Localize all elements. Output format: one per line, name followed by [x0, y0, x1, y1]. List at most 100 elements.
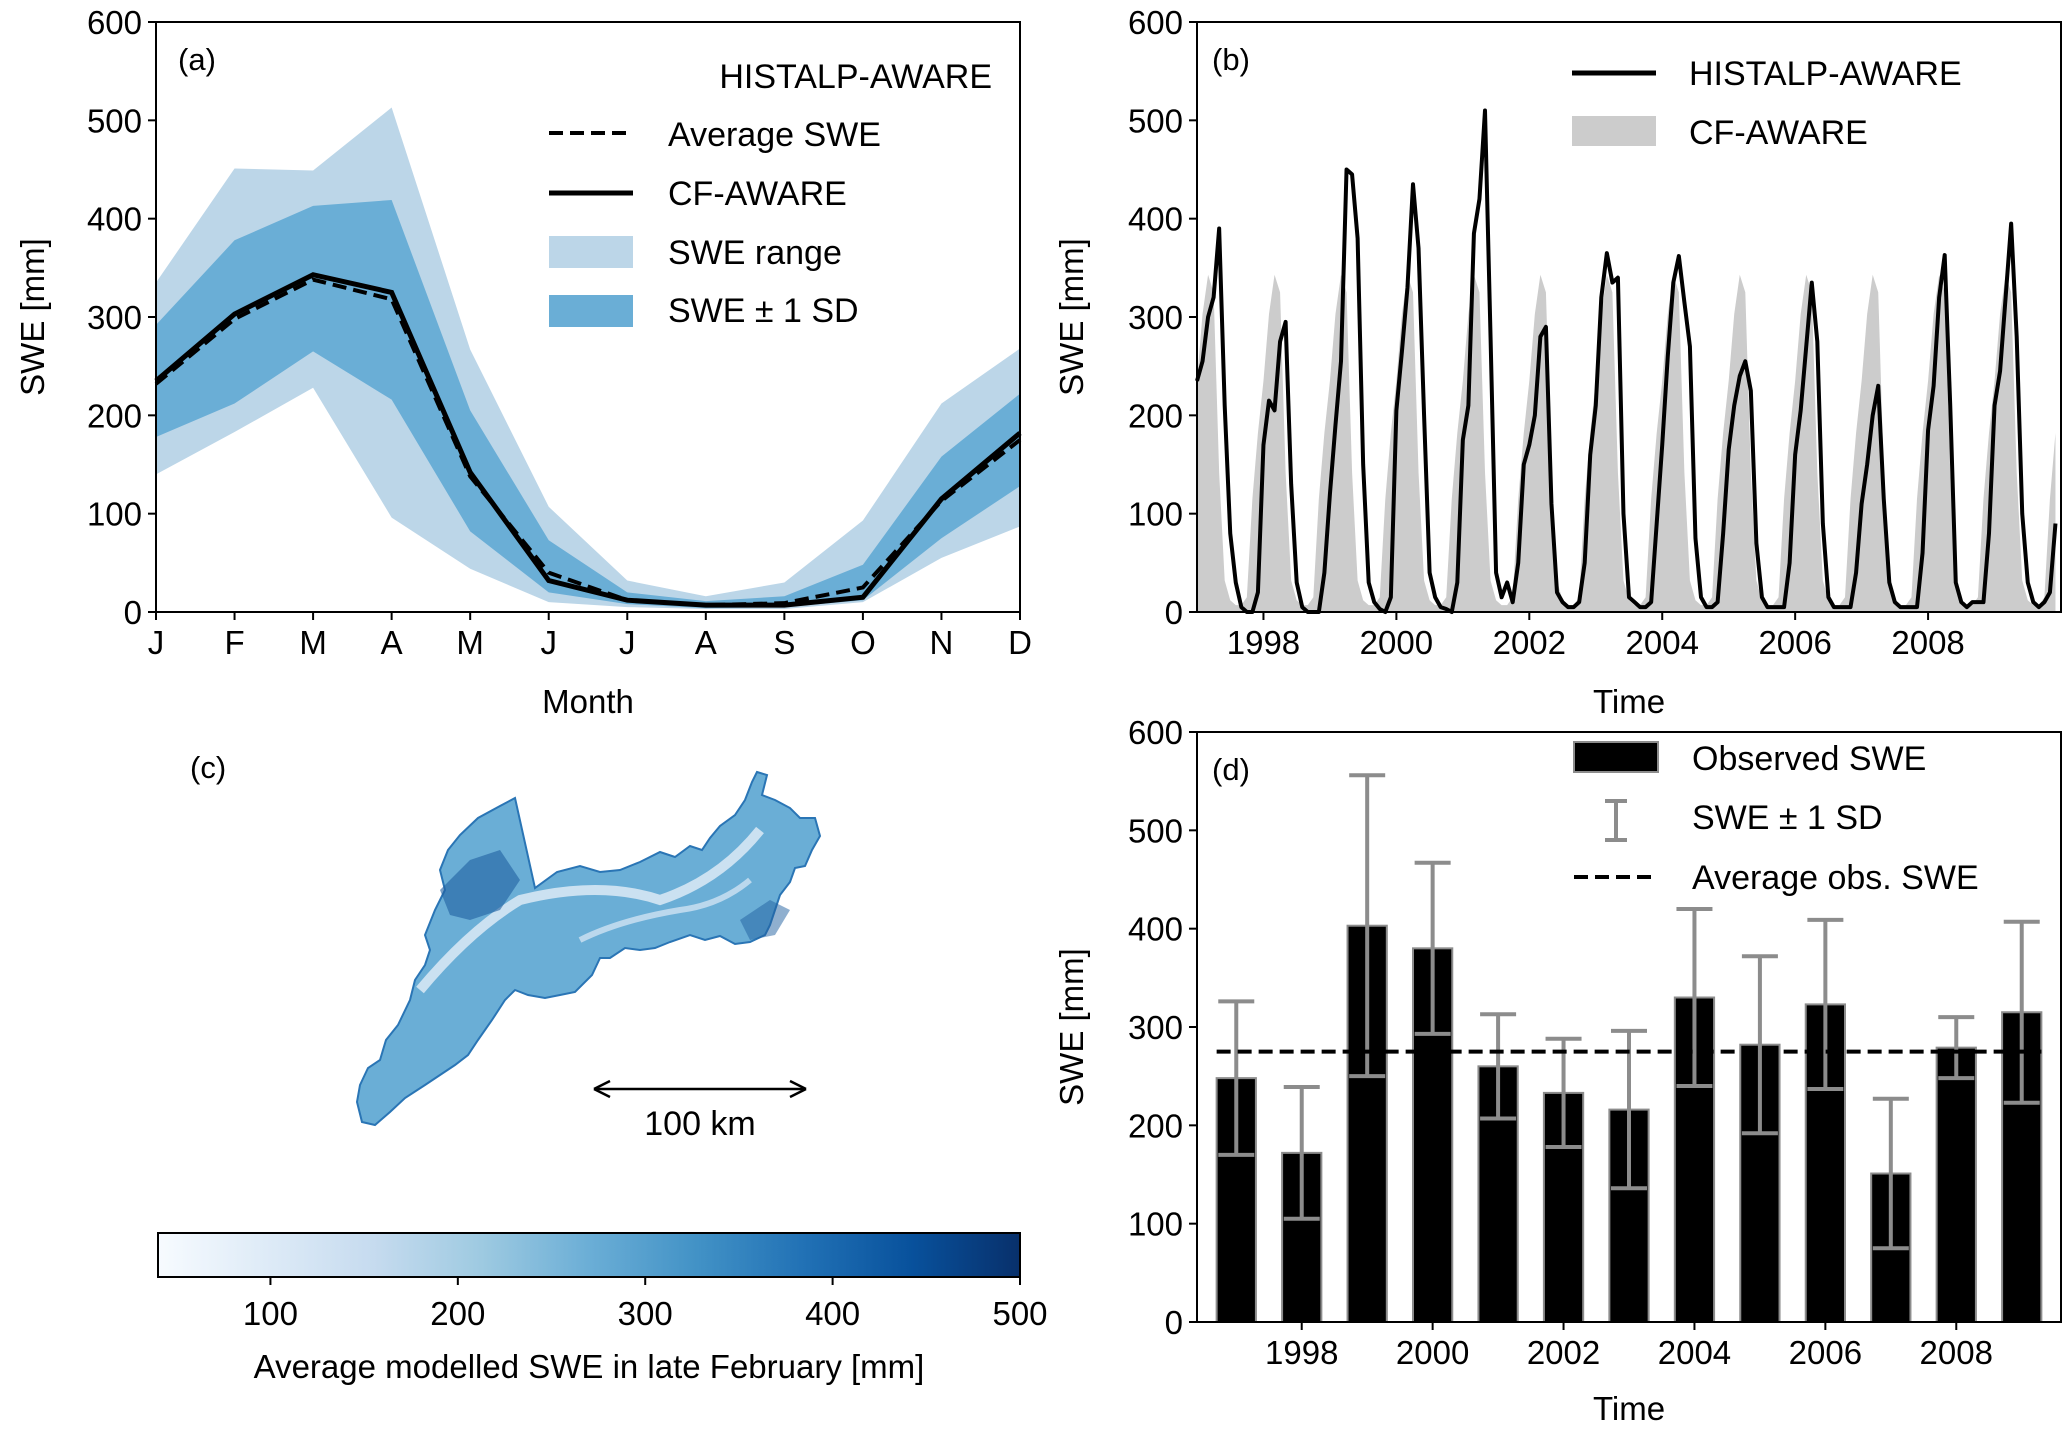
x-tick-label: 2004	[1626, 624, 1699, 661]
swe-sd-errorbar	[1872, 1096, 1909, 1251]
x-tick-label: 2002	[1527, 1334, 1600, 1371]
panel-a-chart: 0 100 200 300 400 500 600 J F M A M J J A S O N D (a) Mont…	[14, 4, 1032, 720]
x-tick-label: A	[695, 624, 717, 661]
swe-sd-errorbar	[1414, 860, 1451, 1036]
cf-aware-line	[154, 272, 1022, 608]
colorbar-tick-label: 100	[243, 1295, 298, 1332]
legend-average-obs: Average obs. SWE	[1692, 859, 1979, 897]
y-tick-label: 0	[124, 594, 142, 631]
panel-b-legend: HISTALP-AWARE CF-AWARE	[1572, 55, 1962, 152]
x-tick-label: S	[773, 624, 795, 661]
x-tick-label: M	[299, 624, 327, 661]
panel-a-label: (a)	[178, 42, 216, 77]
x-tick-label: A	[381, 624, 403, 661]
catchment-dark-region	[740, 900, 790, 940]
swe-sd-errorbar	[1676, 907, 1713, 1088]
x-tick-label: D	[1008, 624, 1032, 661]
colorbar-gradient	[157, 1232, 1021, 1278]
legend-cf: CF-AWARE	[1689, 114, 1868, 152]
catchment-ridge-highlight	[578, 877, 752, 943]
y-tick-label: 100	[87, 496, 142, 533]
swe-sd-errorbar	[1741, 954, 1778, 1136]
legend-swe-sd-swatch	[549, 295, 633, 327]
x-tick-label: 2000	[1360, 624, 1433, 661]
y-tick-label: 300	[87, 299, 142, 336]
legend-sd: SWE ± 1 SD	[1692, 799, 1883, 837]
x-tick-label: J	[619, 624, 636, 661]
x-tick-label: 2006	[1758, 624, 1831, 661]
catchment-ridge-highlight	[416, 826, 764, 994]
swe-sd-errorbar	[1349, 773, 1386, 1079]
x-tick-label: 1998	[1227, 624, 1300, 661]
catchment-map	[355, 770, 822, 1127]
legend-sd-swatch	[1605, 799, 1627, 842]
panel-b-chart: 0 100 200 300 400 500 600 1998 2000 2002 2004 2006 2…	[1053, 4, 2062, 720]
y-tick-label: 600	[1128, 4, 1183, 41]
panel-d-ylabel: SWE [mm]	[1053, 948, 1090, 1106]
y-tick-label: 400	[87, 201, 142, 238]
cf-aware-area	[1197, 274, 2056, 612]
legend-histalp: HISTALP-AWARE	[1689, 55, 1962, 93]
x-tick-label: 1998	[1265, 1334, 1338, 1371]
colorbar-tick-label: 200	[430, 1295, 485, 1332]
legend-cf-swatch	[1572, 116, 1656, 146]
panel-b-xlabel: Time	[1593, 683, 1665, 720]
y-tick-label: 500	[1128, 812, 1183, 849]
legend-swe-range: SWE range	[668, 234, 842, 272]
x-tick-label: F	[224, 624, 244, 661]
catchment-shape	[355, 770, 822, 1127]
y-tick-label: 100	[1128, 1206, 1183, 1243]
swe-sd-errorbar	[2003, 919, 2040, 1105]
panel-a-legend-title: HISTALP-AWARE	[719, 58, 992, 96]
swe-sd-band	[156, 199, 1020, 609]
colorbar: 100 200 300 400 500 Average modelled SWE in …	[157, 1232, 1048, 1385]
panel-c-label: (c)	[190, 750, 226, 785]
x-tick-label: J	[540, 624, 557, 661]
panel-b-label: (b)	[1212, 42, 1250, 77]
panel-d-chart: 0 100 200 300 400 500 600 1998 2000 2002 2004 2006 2…	[1053, 714, 2062, 1427]
x-tick-label: N	[930, 624, 954, 661]
panel-d-label: (d)	[1212, 752, 1250, 787]
panel-a-xlabel: Month	[542, 683, 634, 720]
panel-d-legend: Observed SWE SWE ± 1 SD Average obs. SWE	[1573, 740, 1979, 897]
panel-a-ylabel: SWE [mm]	[14, 238, 51, 396]
swe-sd-errorbar	[1480, 1012, 1517, 1121]
observed-swe-bar	[1935, 1046, 1977, 1324]
swe-sd-errorbar	[1283, 1084, 1320, 1221]
swe-sd-errorbar	[1218, 999, 1255, 1157]
x-tick-label: 2004	[1658, 1334, 1731, 1371]
x-tick-label: 2008	[1891, 624, 1964, 661]
y-tick-label: 600	[87, 4, 142, 41]
panel-c-map: (c) 100 km 100 200 300 400 500 Average model…	[157, 750, 1048, 1385]
scale-bar-label: 100 km	[644, 1105, 756, 1143]
colorbar-tick-label: 400	[805, 1295, 860, 1332]
catchment-dark-region	[440, 850, 520, 920]
legend-average-swe: Average SWE	[668, 116, 881, 154]
panel-d-xlabel: Time	[1593, 1390, 1665, 1427]
average-swe-line	[154, 277, 1022, 608]
y-tick-label: 200	[87, 397, 142, 434]
y-tick-label: 200	[1128, 1107, 1183, 1144]
x-tick-label: 2000	[1396, 1334, 1469, 1371]
x-tick-label: J	[148, 624, 165, 661]
y-tick-label: 0	[1165, 1304, 1183, 1341]
legend-observed-swatch	[1573, 741, 1659, 773]
x-tick-label: 2006	[1789, 1334, 1862, 1371]
y-tick-label: 300	[1128, 1009, 1183, 1046]
legend-swe-sd: SWE ± 1 SD	[668, 292, 859, 330]
y-tick-label: 300	[1128, 299, 1183, 336]
y-tick-label: 0	[1165, 594, 1183, 631]
colorbar-tick-label: 500	[992, 1295, 1047, 1332]
y-tick-label: 500	[87, 102, 142, 139]
colorbar-label: Average modelled SWE in late February [m…	[254, 1348, 925, 1385]
legend-cf-aware: CF-AWARE	[668, 175, 847, 213]
x-tick-label: 2008	[1920, 1334, 1993, 1371]
legend-swe-range-swatch	[549, 236, 633, 268]
swe-sd-errorbar	[1611, 1028, 1647, 1191]
swe-sd-errorbar	[1938, 1015, 1975, 1081]
panel-b-ylabel: SWE [mm]	[1053, 238, 1090, 396]
scale-bar: 100 km	[593, 1079, 807, 1143]
y-tick-label: 100	[1128, 496, 1183, 533]
swe-sd-errorbar	[1807, 917, 1844, 1091]
